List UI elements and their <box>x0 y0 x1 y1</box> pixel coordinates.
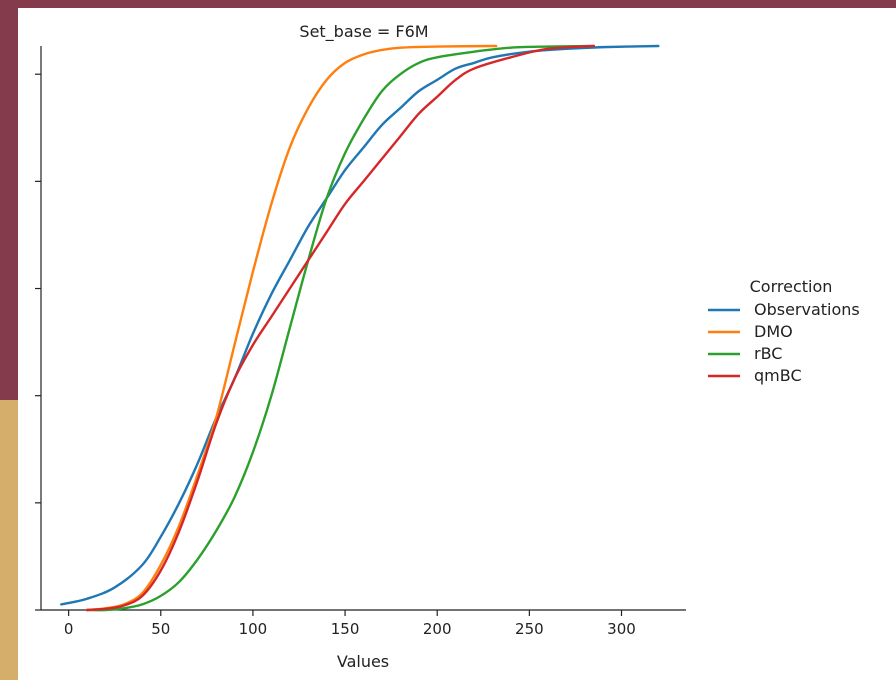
legend-item-qmbc: qmBC <box>708 366 802 385</box>
chart-title: Set_base = F6M <box>299 22 428 42</box>
chart-panel: Set_base = F6M 0 50 100 150 200 250 300 Values… <box>18 8 896 680</box>
legend-label-rbc: rBC <box>754 344 782 363</box>
legend-item-rbc: rBC <box>708 344 782 363</box>
left-border-band-maroon <box>0 0 18 400</box>
legend-item-dmo: DMO <box>708 322 793 341</box>
x-axis-ticks: 0 50 100 150 200 250 300 <box>64 610 636 638</box>
y-axis-ticks <box>35 73 41 611</box>
legend: Correction Observations DMO rBC qmBC <box>708 277 860 385</box>
x-tick-label: 100 <box>239 620 268 638</box>
legend-title: Correction <box>750 277 833 296</box>
series-line-rbc <box>85 44 596 612</box>
series-line-qmbc <box>85 44 596 612</box>
series-line-dmo <box>85 44 498 612</box>
left-border-band-tan <box>0 400 18 680</box>
x-axis-label: Values <box>337 652 389 671</box>
x-tick-label: 50 <box>151 620 170 638</box>
legend-items: Observations DMO rBC qmBC <box>708 300 860 385</box>
legend-label-dmo: DMO <box>754 322 793 341</box>
x-tick-label: 300 <box>607 620 636 638</box>
top-border-band <box>0 0 896 8</box>
x-tick-label: 200 <box>423 620 452 638</box>
axes <box>40 46 686 611</box>
series-line-observations <box>60 44 660 606</box>
legend-label-observations: Observations <box>754 300 860 319</box>
x-tick-label: 150 <box>331 620 360 638</box>
cdf-line-chart: Set_base = F6M 0 50 100 150 200 250 300 Values… <box>35 22 860 671</box>
legend-item-observations: Observations <box>708 300 860 319</box>
x-tick-label: 0 <box>64 620 74 638</box>
legend-label-qmbc: qmBC <box>754 366 802 385</box>
series-lines <box>60 44 660 612</box>
x-tick-label: 250 <box>515 620 544 638</box>
